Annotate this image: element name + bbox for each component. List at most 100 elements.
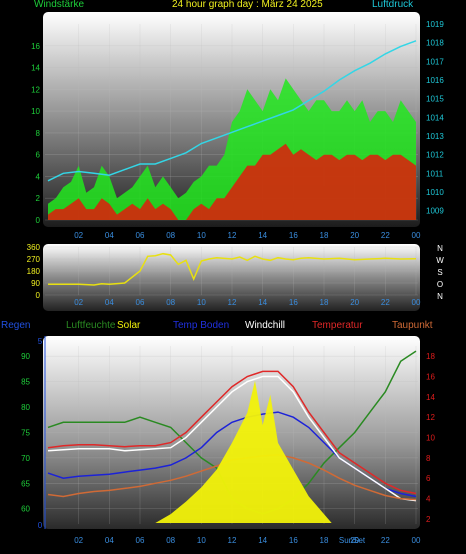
direction-compass-label: N [437,292,443,301]
x-tick-label: 04 [105,536,114,545]
temperature-line [47,370,417,495]
y-tick-left: 90 [31,279,40,288]
x-tick-label: 16 [289,231,298,240]
x-tick-label: 14 [258,298,267,307]
y-tick-right: 1014 [426,113,444,122]
x-tick-label: 00 [412,231,421,240]
x-tick-label: 02 [74,298,83,307]
x-tick-label: 22 [381,298,390,307]
y-tick-right: 1016 [426,76,444,85]
solar-area [155,380,332,523]
y-tick-right: 1018 [426,39,444,48]
y-tick-right: 18 [426,352,435,361]
y-tick-left: 80 [21,403,30,412]
windchill-line [47,375,417,502]
legend-solar: Solar [117,320,141,331]
x-tick-label: 10 [197,231,206,240]
x-tick-label: 12 [228,298,237,307]
y-tick-left: 60 [21,505,30,514]
y-tick-left: 270 [27,255,41,264]
y-tick-right: 12 [426,413,435,422]
x-tick-label: 08 [166,298,175,307]
y-tick-left: 16 [31,42,40,51]
y-tick-right: 1017 [426,57,444,66]
x-tick-label: 18 [320,231,329,240]
legend-rain: Regen [1,320,31,331]
y-tick-left: 360 [27,243,41,252]
x-tick-label: 08 [166,231,175,240]
y-tick-right: 1012 [426,151,444,160]
x-tick-label: 08 [166,536,175,545]
legend-temperature: Temperatur [312,320,363,331]
legend-humidity: Luftfeuchte [66,320,116,331]
legend-soil-temp: Temp Boden [173,320,230,331]
y-tick-left: 6 [36,151,41,160]
y-tick-left: 4 [36,172,41,181]
y-tick-left: 75 [21,428,30,437]
y-tick-right: 8 [426,454,431,463]
y-tick-right: 6 [426,474,431,483]
y-tick-right: 1015 [426,95,444,104]
x-tick-label: 20 [350,536,359,545]
y-tick-left: 0 [36,291,41,300]
y-tick-right: 1019 [426,20,444,29]
y-tick-right: 1009 [426,207,444,216]
x-tick-label: 04 [105,298,114,307]
x-tick-label: 16 [289,298,298,307]
y-tick-right: 10 [426,434,435,443]
x-tick-label: 10 [197,298,206,307]
x-tick-label: 12 [228,536,237,545]
direction-compass-label: S [437,268,442,277]
legend-windchill: Windchill [245,320,286,331]
legend-dewpoint: Taupunkt [392,320,433,331]
y-tick-right: 4 [426,495,431,504]
x-tick-label: 12 [228,231,237,240]
x-tick-label: 22 [381,231,390,240]
direction-compass-label: W [436,256,444,265]
direction-compass-label: N [437,244,443,253]
x-tick-label: 18 [320,536,329,545]
x-tick-label: 10 [197,536,206,545]
x-tick-label: 20 [350,231,359,240]
sunset-label: SunSet [339,536,366,545]
y-tick-right: 1013 [426,132,444,141]
pressure-line [47,40,417,182]
temperature-plot-area [43,336,420,529]
y-tick-left: 14 [31,64,40,73]
x-tick-label: 14 [258,536,267,545]
y-tick-right: 2 [426,515,431,524]
chart-title: 24 hour graph day : März 24 2025 [172,0,323,10]
x-tick-label: 20 [350,298,359,307]
x-tick-label: 06 [136,298,145,307]
y-tick-right: 14 [426,393,435,402]
pressure-axis-title: Luftdruck [372,0,414,10]
x-tick-label: 16 [289,536,298,545]
y-tick-left: 85 [21,378,30,387]
y-tick-right: 1011 [426,169,444,178]
direction-plot-area [43,244,420,311]
x-tick-label: 18 [320,298,329,307]
y-tick-left: 70 [21,454,30,463]
direction-compass-label: O [437,280,443,289]
x-tick-label: 06 [136,536,145,545]
x-tick-label: 14 [258,231,267,240]
x-tick-label: 04 [105,231,114,240]
wind-axis-title: Windstärke [34,0,85,10]
y-tick-right: 1010 [426,188,444,197]
y-tick-left: 2 [36,194,41,203]
y-tick-right: 16 [426,373,435,382]
y-tick-left: 12 [31,85,40,94]
x-tick-label: 00 [412,536,421,545]
avg-area [48,143,416,220]
y-tick-left: 180 [27,267,41,276]
x-tick-label: 02 [74,231,83,240]
y-tick-left: 0 [36,216,41,225]
direction-line [48,252,417,286]
y-tick-left: 65 [21,479,30,488]
x-tick-label: 00 [412,298,421,307]
y-tick-left: 10 [31,107,40,116]
x-tick-label: 22 [381,536,390,545]
x-tick-label: 02 [74,536,83,545]
x-tick-label: 06 [136,231,145,240]
